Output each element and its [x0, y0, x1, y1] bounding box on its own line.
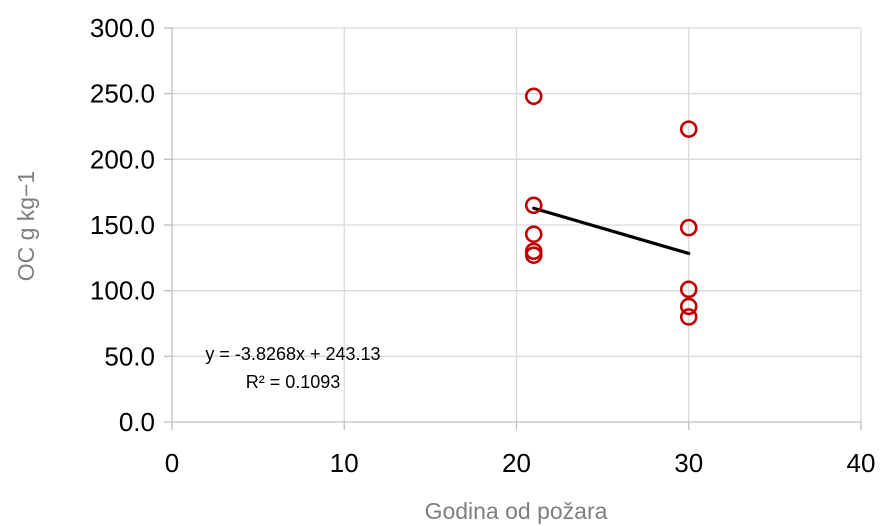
data-point: [679, 280, 698, 299]
y-tick-label: 50.0: [104, 341, 155, 371]
y-tick-label: 200.0: [90, 144, 155, 174]
trendline-layer: [532, 206, 691, 256]
x-tick-label: 40: [847, 448, 876, 478]
data-point: [679, 297, 698, 316]
data-point: [679, 218, 698, 237]
y-axis-title: OC g kg−1: [13, 171, 39, 282]
y-tick-label: 300.0: [90, 13, 155, 43]
trendline: [532, 206, 691, 256]
y-tick-label: 150.0: [90, 210, 155, 240]
x-tick-label: 10: [330, 448, 359, 478]
data-point: [524, 225, 543, 243]
y-tick-label: 0.0: [119, 407, 155, 437]
data-point: [679, 120, 698, 138]
data-point: [524, 87, 543, 106]
data-point: [679, 308, 698, 326]
y-tick-label: 250.0: [90, 79, 155, 109]
x-tick-label: 20: [502, 448, 531, 478]
axes: [164, 27, 862, 430]
x-tick-label: 0: [165, 448, 179, 478]
x-tick-labels: 0 10 20 30 40: [165, 448, 876, 478]
trendline-r2: R² = 0.1093: [246, 372, 341, 392]
x-tick-label: 30: [674, 448, 703, 478]
y-tick-label: 100.0: [90, 276, 155, 306]
trendline-equation: y = -3.8268x + 243.13: [205, 344, 380, 364]
y-tick-labels: 0.0 50.0 100.0 150.0 200.0 250.0 300.0: [90, 13, 155, 437]
x-axis-title: Godina od požara: [425, 498, 608, 524]
data-point: [524, 246, 543, 265]
data-point: [524, 196, 543, 215]
data-points: [524, 87, 698, 326]
grid: [172, 27, 862, 422]
